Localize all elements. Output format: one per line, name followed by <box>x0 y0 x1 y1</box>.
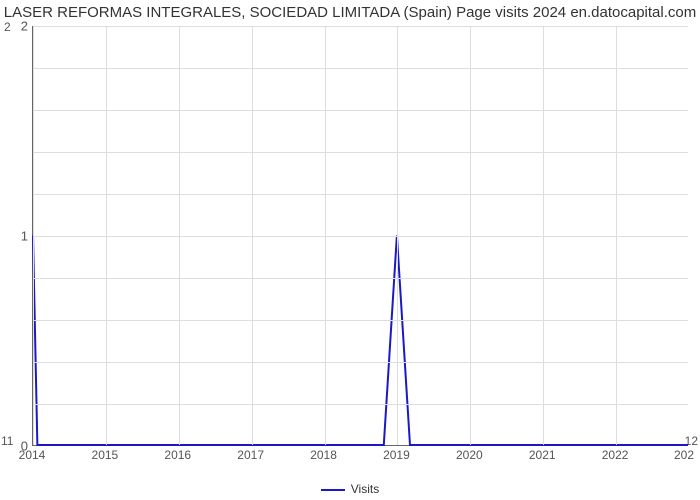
x-tick-label: 2021 <box>529 448 556 462</box>
x-tick-label: 2020 <box>456 448 483 462</box>
legend-label: Visits <box>351 482 379 496</box>
y-tick-label: 2 <box>8 19 28 34</box>
x-tick-label: 2014 <box>19 448 46 462</box>
gridline-horizontal-minor <box>33 152 688 153</box>
y-tick-label: 1 <box>8 229 28 244</box>
x-tick-label: 2016 <box>164 448 191 462</box>
legend-swatch <box>321 489 345 491</box>
gridline-horizontal-minor <box>33 194 688 195</box>
gridline-horizontal-minor <box>33 110 688 111</box>
series-line <box>33 236 688 446</box>
x-tick-label: 2018 <box>310 448 337 462</box>
gridline-horizontal-minor <box>33 404 688 405</box>
gridline-horizontal-minor <box>33 362 688 363</box>
x-tick-label: 2017 <box>237 448 264 462</box>
plot-area <box>32 26 688 446</box>
legend: Visits <box>0 482 700 496</box>
gridline-horizontal <box>33 26 688 27</box>
gridline-horizontal-minor <box>33 278 688 279</box>
x-tick-label: 2015 <box>92 448 119 462</box>
gridline-horizontal-minor <box>33 320 688 321</box>
gridline-horizontal-minor <box>33 68 688 69</box>
x-tick-label: 2019 <box>383 448 410 462</box>
chart-title: LASER REFORMAS INTEGRALES, SOCIEDAD LIMI… <box>0 4 700 21</box>
chart-container: LASER REFORMAS INTEGRALES, SOCIEDAD LIMI… <box>0 0 700 500</box>
x-tick-label: 2022 <box>602 448 629 462</box>
gridline-horizontal <box>33 236 688 237</box>
x-tick-label-end: 202 <box>674 448 694 462</box>
